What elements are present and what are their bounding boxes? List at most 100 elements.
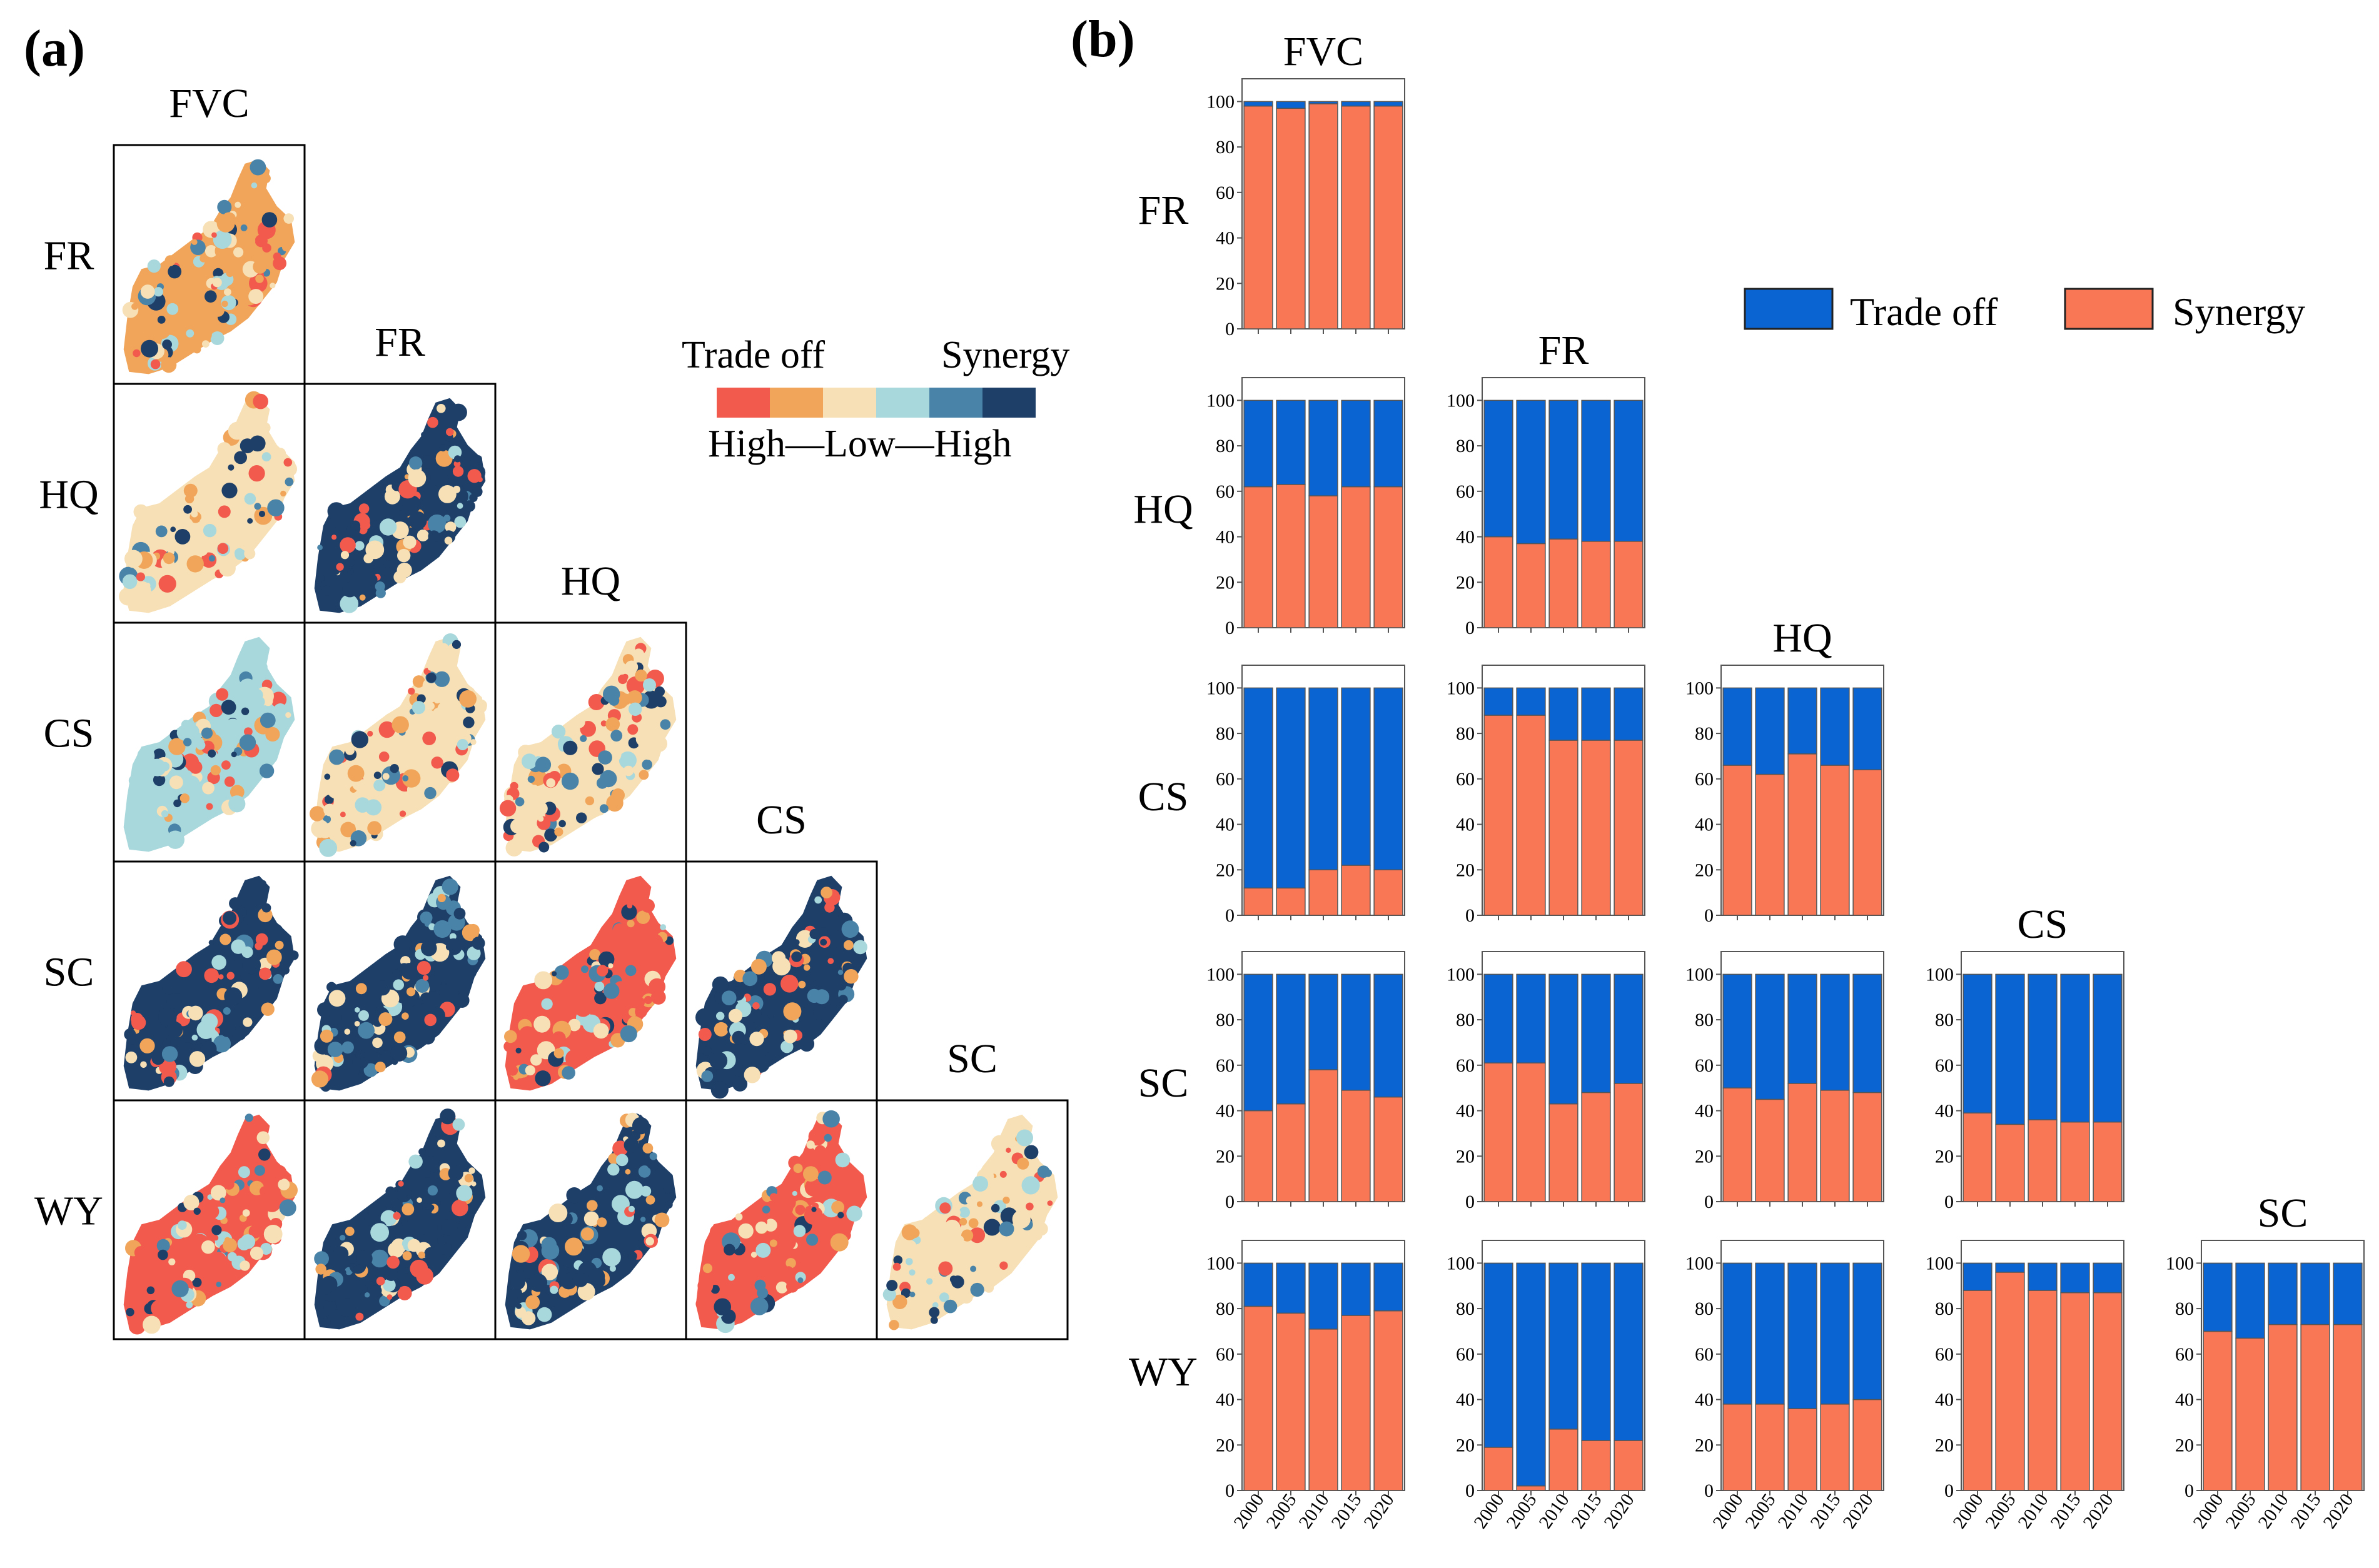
map-patch — [504, 1030, 517, 1043]
map-patch — [124, 550, 143, 568]
map-patch — [627, 724, 639, 735]
map-patch — [315, 1264, 326, 1275]
map-patch — [433, 671, 450, 687]
map-patch — [621, 904, 637, 920]
map-patch — [528, 1273, 548, 1292]
map-patch — [522, 753, 537, 770]
map-patch — [594, 982, 605, 992]
map-patch — [959, 1290, 973, 1304]
bar-tradeoff-2020 — [1614, 400, 1644, 542]
bar-tradeoff-2010 — [1308, 400, 1338, 496]
map-patch — [421, 940, 437, 957]
map-patch — [468, 1167, 475, 1174]
map-patch — [261, 452, 271, 462]
map-patch — [968, 1218, 979, 1229]
bar-chart-cs-fvc: 0 20 40 60 80 100 — [1206, 665, 1405, 926]
y-tick-label: 80 — [1456, 1010, 1475, 1030]
map-patch — [223, 911, 237, 925]
map-patch — [210, 1185, 226, 1201]
bar-tradeoff-2000 — [1243, 1262, 1273, 1307]
bar-tradeoff-2020 — [1373, 400, 1403, 488]
map-patch — [403, 535, 417, 549]
bar-synergy-2000 — [1962, 1290, 1993, 1491]
map-patch — [247, 518, 253, 524]
map-patch — [166, 1021, 183, 1038]
map-patch — [148, 758, 166, 776]
x-tick-label-2005: 2005 — [1502, 1490, 1540, 1532]
map-patch — [340, 537, 356, 553]
map-patch — [517, 770, 525, 777]
map-patch — [358, 1010, 369, 1021]
map-patch — [210, 331, 225, 345]
bar-col-header-sc: SC — [2258, 1190, 2308, 1236]
map-patch — [260, 1186, 270, 1197]
panel-label-a: (a) — [24, 19, 85, 78]
map-cell-wy-fr — [303, 1099, 497, 1340]
map-patch — [266, 949, 282, 965]
map-patch — [253, 253, 261, 262]
y-tick-label: 60 — [1456, 481, 1475, 502]
map-patch — [355, 1050, 365, 1060]
map-patch — [221, 483, 238, 499]
map-patch — [271, 1165, 287, 1180]
map-patch — [275, 448, 286, 459]
map-patch — [750, 958, 767, 975]
map-patch — [234, 451, 247, 465]
map-patch — [186, 1301, 193, 1309]
map-patch — [226, 954, 235, 963]
map-patch — [178, 517, 193, 533]
map-patch — [428, 665, 433, 671]
map-patch — [970, 1282, 984, 1297]
map-patch — [226, 972, 235, 980]
map-col-header-cs: CS — [756, 797, 807, 843]
map-patch — [331, 535, 337, 540]
map-patch — [340, 1235, 346, 1241]
bar-tradeoff-2020 — [1852, 1262, 1882, 1400]
map-patch — [837, 970, 844, 975]
map-patch — [969, 1227, 986, 1244]
map-patch — [223, 1179, 235, 1190]
map-patch — [437, 701, 455, 718]
y-tick-label: 0 — [1465, 1480, 1475, 1501]
map-patch — [189, 1051, 206, 1067]
map-patch — [714, 1298, 731, 1316]
map-patch — [384, 488, 400, 505]
map-patch — [824, 1133, 832, 1142]
map-patch — [580, 1037, 595, 1051]
map-patch — [909, 1269, 916, 1276]
bar-chart-hq-fvc: 0 20 40 60 80 100 — [1206, 377, 1405, 638]
map-patch — [186, 329, 194, 338]
map-patch — [223, 1007, 231, 1015]
map-patch — [417, 961, 432, 975]
map-patch — [316, 574, 325, 582]
bar-synergy-2010 — [1787, 1083, 1817, 1202]
bar-chart-sc-cs: 0 20 40 60 80 100 — [1926, 951, 2124, 1212]
bar-synergy-2015 — [1581, 1092, 1611, 1202]
map-patch — [401, 963, 418, 980]
map-patch — [604, 1184, 610, 1190]
map-patch — [248, 465, 265, 482]
bar-synergy-2020 — [1852, 769, 1882, 916]
map-patch — [283, 213, 295, 224]
map-patch — [231, 751, 237, 758]
map-patch — [427, 702, 435, 710]
y-tick-label: 60 — [1695, 1055, 1714, 1076]
map-patch — [408, 688, 415, 695]
map-patch — [628, 891, 638, 901]
map-patch — [191, 524, 204, 536]
map-patch — [228, 421, 246, 440]
map-patch — [415, 978, 430, 993]
map-patch — [953, 1209, 961, 1217]
basin-shape — [123, 1114, 295, 1330]
bar-synergy-2020 — [1614, 1440, 1644, 1491]
map-patch — [446, 428, 454, 436]
map-patch — [251, 182, 258, 189]
bar-synergy-2010 — [1308, 869, 1338, 916]
map-patch — [510, 1275, 525, 1290]
map-patch — [126, 1308, 134, 1317]
map-patch — [336, 1298, 356, 1317]
map-patch — [355, 1007, 360, 1013]
map-patch — [198, 489, 211, 501]
y-tick-label: 60 — [1216, 1055, 1235, 1076]
map-patch — [783, 1029, 797, 1043]
